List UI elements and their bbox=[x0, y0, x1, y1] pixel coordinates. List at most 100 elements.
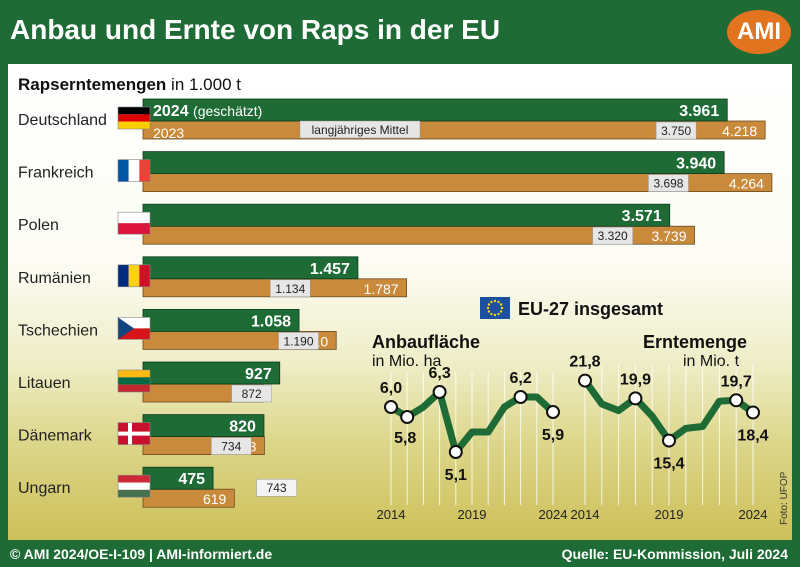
value-label-2024: 927 bbox=[245, 366, 272, 383]
value-label-2024: 475 bbox=[178, 471, 205, 488]
value-label-2023: 1.787 bbox=[364, 281, 399, 297]
eu-box-label: EU-27 insgesamt bbox=[518, 299, 663, 319]
flag-stripe bbox=[139, 159, 150, 182]
value-label-2024: 1.058 bbox=[251, 313, 291, 330]
harvest-value-label: 18,4 bbox=[737, 427, 768, 444]
flag-border bbox=[117, 317, 151, 340]
harvest-chart-unit: in Mio. t bbox=[683, 353, 740, 370]
area-value-label: 6,3 bbox=[428, 365, 450, 382]
flag-border bbox=[117, 422, 151, 445]
area-chart-title: Anbaufläche bbox=[372, 332, 480, 352]
flag-stripe bbox=[118, 107, 150, 115]
average-box bbox=[270, 279, 311, 298]
chart-canvas: Rapserntemengen in 1.000 t Deutschland 3.9… bbox=[18, 75, 773, 522]
flag-stripe bbox=[118, 223, 150, 235]
value-label-2024: 3.940 bbox=[676, 156, 716, 173]
area-chart-xtick: 2019 bbox=[458, 507, 487, 522]
average-box bbox=[655, 121, 697, 140]
average-box bbox=[256, 478, 297, 497]
average-box bbox=[278, 332, 319, 350]
ro-flag-icon bbox=[117, 264, 151, 288]
harvest-chart-xtick: 2014 bbox=[571, 507, 600, 522]
flag-stripe bbox=[118, 489, 150, 498]
value-label-2023: 4.264 bbox=[729, 176, 764, 192]
footer-copyright: © AMI 2024/OE-I-109 | AMI-informiert.de bbox=[10, 546, 273, 562]
legend-2024: 2024 (geschätzt) bbox=[153, 103, 262, 120]
area-chart-marker bbox=[448, 445, 463, 459]
flag-border bbox=[117, 211, 151, 235]
flag-stripe bbox=[118, 159, 129, 182]
harvest-chart-title: Erntemenge bbox=[643, 332, 747, 352]
page-title: Anbau und Ernte von Raps in der EU bbox=[10, 14, 501, 45]
harvest-chart-marker bbox=[729, 393, 744, 408]
average-label: 1.134 bbox=[275, 282, 305, 296]
value-label-2023: 3.739 bbox=[651, 228, 686, 244]
flag-stripe bbox=[118, 482, 150, 490]
flag-stripe bbox=[118, 121, 150, 129]
flag-border bbox=[117, 264, 151, 288]
hu-flag-icon bbox=[117, 474, 151, 498]
dk-flag-icon bbox=[117, 422, 151, 445]
harvest-chart-marker bbox=[578, 373, 592, 388]
flag-stripe bbox=[118, 377, 150, 385]
eu-star bbox=[487, 310, 491, 313]
flag-stripe bbox=[128, 264, 140, 287]
average-label: 734 bbox=[221, 440, 241, 454]
pl-flag-icon bbox=[117, 211, 151, 235]
country-label: Litauen bbox=[18, 375, 71, 392]
eu-flag-icon bbox=[480, 297, 510, 319]
cz-flag-icon bbox=[117, 317, 151, 340]
harvest-chart-marker bbox=[628, 391, 643, 406]
area-chart-xtick: 2024 bbox=[539, 507, 568, 522]
chart-title: Rapserntemengen in 1.000 t bbox=[18, 75, 241, 94]
eu-star bbox=[486, 306, 490, 310]
flag-stripe bbox=[118, 212, 150, 224]
legend-average-box bbox=[299, 120, 421, 139]
value-label-2024: 3.571 bbox=[622, 208, 662, 225]
harvest-value-label: 19,9 bbox=[620, 371, 651, 388]
flag-stripe bbox=[118, 370, 150, 378]
average-box bbox=[231, 384, 272, 403]
average-box bbox=[592, 226, 633, 245]
area-value-label: 5,1 bbox=[445, 467, 467, 484]
area-chart-marker bbox=[513, 390, 528, 404]
average-box bbox=[648, 174, 689, 192]
area-chart-marker bbox=[384, 400, 398, 414]
country-label: Polen bbox=[18, 217, 59, 234]
value-label-2024: 820 bbox=[229, 419, 256, 436]
country-label: Ungarn bbox=[18, 480, 70, 497]
flag-stripe bbox=[118, 114, 150, 122]
value-label-2024: 3.961 bbox=[679, 103, 719, 120]
flag-stripe bbox=[118, 384, 150, 392]
country-label: Dänemark bbox=[18, 428, 93, 445]
photo-credit: Foto: UFOP bbox=[779, 471, 790, 525]
average-label: 3.750 bbox=[661, 124, 691, 138]
eu-star bbox=[487, 303, 491, 306]
de-flag-icon bbox=[117, 106, 151, 130]
value-label-2023: 619 bbox=[203, 491, 227, 507]
eu-star bbox=[490, 300, 493, 304]
area-value-label: 6,2 bbox=[509, 370, 531, 387]
harvest-value-label: 19,7 bbox=[721, 373, 752, 390]
average-label: 1.190 bbox=[284, 334, 314, 348]
area-chart-marker bbox=[432, 385, 447, 399]
harvest-value-label: 21,8 bbox=[569, 354, 600, 371]
flag-border bbox=[117, 369, 151, 393]
eu-star bbox=[497, 312, 500, 316]
bar-2024 bbox=[142, 203, 671, 227]
flag-stripe bbox=[139, 264, 150, 287]
fr-flag-icon bbox=[117, 159, 151, 182]
footer-source: Quelle: EU-Kommission, Juli 2024 bbox=[561, 546, 788, 562]
flag-triangle bbox=[118, 317, 134, 340]
eu-star bbox=[490, 312, 493, 316]
country-label: Frankreich bbox=[18, 165, 94, 182]
footer: © AMI 2024/OE-I-109 | AMI-informiert.de … bbox=[0, 540, 800, 567]
area-chart-marker bbox=[400, 410, 415, 424]
chart-panel: Rapserntemengen in 1.000 t Deutschland 3.9… bbox=[8, 64, 792, 540]
harvest-chart-marker bbox=[746, 405, 760, 420]
country-label: Rumänien bbox=[18, 270, 91, 287]
area-chart-marker bbox=[546, 405, 560, 419]
average-label: 3.320 bbox=[598, 229, 628, 243]
country-label: Deutschland bbox=[18, 112, 107, 129]
